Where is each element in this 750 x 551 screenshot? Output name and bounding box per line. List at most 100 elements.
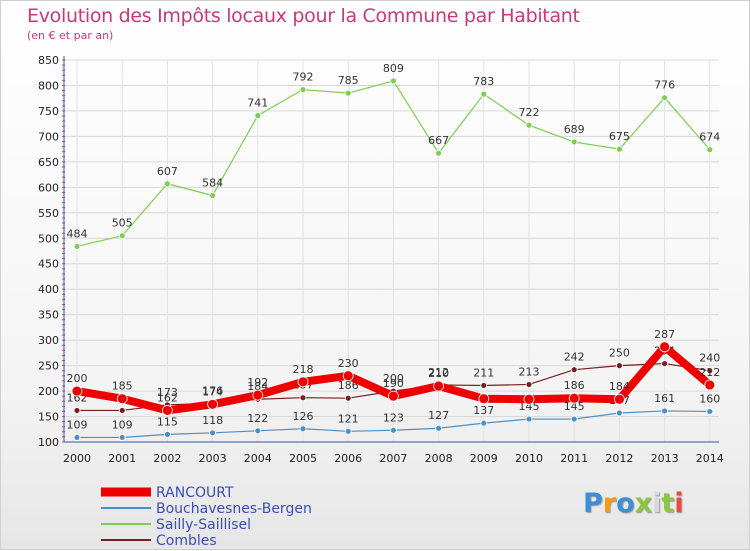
y-tick-label: 600 xyxy=(38,181,59,194)
data-label-sailly-saillisel: 667 xyxy=(428,134,449,147)
data-point-combles xyxy=(73,407,81,414)
data-label-rancourt: 174 xyxy=(202,385,223,398)
data-label-bouchavesnes-bergen: 137 xyxy=(473,404,494,417)
data-point-rancourt xyxy=(523,393,535,405)
data-label-rancourt: 230 xyxy=(338,357,359,370)
y-tick-label: 400 xyxy=(38,283,59,296)
data-label-rancourt: 212 xyxy=(699,366,720,379)
data-point-bouchavesnes-bergen xyxy=(525,415,533,423)
data-label-sailly-saillisel: 675 xyxy=(609,130,630,143)
y-tick-label: 250 xyxy=(38,360,59,373)
x-tick-label: 2014 xyxy=(696,452,724,465)
logo-letter: P xyxy=(583,488,603,519)
data-point-combles xyxy=(525,381,533,388)
legend-label-rancourt: RANCOURT xyxy=(156,485,234,501)
data-label-sailly-saillisel: 607 xyxy=(157,165,178,178)
data-label-rancourt: 210 xyxy=(428,367,449,380)
logo-letter: r xyxy=(602,488,617,519)
data-point-bouchavesnes-bergen xyxy=(344,427,352,435)
data-label-bouchavesnes-bergen: 161 xyxy=(654,392,675,405)
y-tick-label: 650 xyxy=(38,156,59,169)
data-label-combles: 211 xyxy=(473,366,494,379)
data-point-bouchavesnes-bergen xyxy=(209,429,217,437)
data-label-combles: 242 xyxy=(564,351,585,364)
data-point-sailly-saillisel xyxy=(389,77,397,85)
data-label-bouchavesnes-bergen: 127 xyxy=(428,409,449,422)
x-tick-label: 2013 xyxy=(651,452,679,465)
data-point-rancourt xyxy=(614,393,625,405)
logo-letter: o xyxy=(616,488,635,519)
data-label-sailly-saillisel: 505 xyxy=(112,217,133,230)
legend-label-combles: Combles xyxy=(156,533,217,549)
data-point-sailly-saillisel xyxy=(525,121,533,129)
data-point-combles xyxy=(299,394,307,402)
x-tick-label: 2002 xyxy=(153,452,181,465)
y-tick-label: 450 xyxy=(38,258,59,271)
x-tick-label: 2000 xyxy=(63,452,91,465)
data-label-combles: 200 xyxy=(383,372,404,385)
data-label-bouchavesnes-bergen: 121 xyxy=(338,412,359,425)
data-label-combles: 212 xyxy=(428,366,449,379)
data-point-combles xyxy=(616,362,623,370)
data-point-sailly-saillisel xyxy=(344,89,352,97)
y-tick-label: 150 xyxy=(38,411,59,424)
data-label-bouchavesnes-bergen: 145 xyxy=(564,400,585,413)
data-label-rancourt: 218 xyxy=(293,363,314,376)
data-label-combles: 213 xyxy=(519,365,540,378)
data-label-rancourt: 200 xyxy=(67,372,88,385)
data-point-sailly-saillisel xyxy=(209,192,217,199)
y-tick-label: 200 xyxy=(38,385,59,398)
y-tick-label: 700 xyxy=(38,130,59,143)
data-label-combles: 176 xyxy=(202,384,223,397)
data-point-sailly-saillisel xyxy=(661,94,668,102)
y-tick-label: 800 xyxy=(38,79,59,92)
data-point-rancourt xyxy=(704,379,716,391)
data-point-sailly-saillisel xyxy=(299,86,307,93)
data-label-rancourt: 186 xyxy=(564,379,585,392)
data-label-sailly-saillisel: 809 xyxy=(383,62,404,75)
data-point-combles xyxy=(570,366,578,374)
data-label-sailly-saillisel: 776 xyxy=(654,79,675,92)
data-label-sailly-saillisel: 792 xyxy=(293,71,314,84)
data-label-rancourt: 162 xyxy=(157,391,178,404)
data-point-rancourt xyxy=(116,393,128,405)
data-label-rancourt: 184 xyxy=(609,380,630,393)
proxiti-logo: Proxiti xyxy=(583,488,684,519)
data-label-rancourt: 190 xyxy=(383,377,404,390)
data-label-combles: 173 xyxy=(157,386,178,399)
data-label-sailly-saillisel: 484 xyxy=(67,227,88,240)
data-label-bouchavesnes-bergen: 109 xyxy=(112,418,133,431)
y-tick-label: 300 xyxy=(38,334,59,347)
data-point-sailly-saillisel xyxy=(118,232,126,240)
data-point-bouchavesnes-bergen xyxy=(480,419,488,427)
data-point-bouchavesnes-bergen xyxy=(570,415,578,423)
data-point-bouchavesnes-bergen xyxy=(73,434,81,441)
data-label-rancourt: 192 xyxy=(247,376,268,389)
x-tick-label: 2009 xyxy=(470,452,498,465)
data-label-bouchavesnes-bergen: 123 xyxy=(383,411,404,424)
y-tick-label: 100 xyxy=(38,436,59,449)
data-label-sailly-saillisel: 674 xyxy=(699,131,720,144)
data-point-bouchavesnes-bergen xyxy=(661,407,668,415)
data-point-bouchavesnes-bergen xyxy=(616,409,623,417)
data-label-sailly-saillisel: 741 xyxy=(247,97,268,110)
data-point-rancourt xyxy=(659,341,670,353)
data-point-rancourt xyxy=(297,376,309,388)
legend-label-sailly-saillisel: Sailly-Saillisel xyxy=(156,517,251,533)
data-point-bouchavesnes-bergen xyxy=(299,425,307,433)
data-point-rancourt xyxy=(387,390,399,402)
y-tick-label: 750 xyxy=(38,105,59,118)
x-tick-label: 2011 xyxy=(560,452,588,465)
y-tick-label: 350 xyxy=(38,309,59,322)
data-point-sailly-saillisel xyxy=(570,138,578,146)
data-label-bouchavesnes-bergen: 126 xyxy=(293,410,314,423)
data-point-rancourt xyxy=(207,398,219,410)
x-tick-label: 2004 xyxy=(244,452,272,465)
logo-letter: i xyxy=(652,488,662,519)
data-point-combles xyxy=(118,407,126,414)
data-point-sailly-saillisel xyxy=(163,180,171,188)
data-point-sailly-saillisel xyxy=(706,146,714,154)
data-label-bouchavesnes-bergen: 115 xyxy=(157,415,178,428)
data-point-sailly-saillisel xyxy=(616,145,623,153)
